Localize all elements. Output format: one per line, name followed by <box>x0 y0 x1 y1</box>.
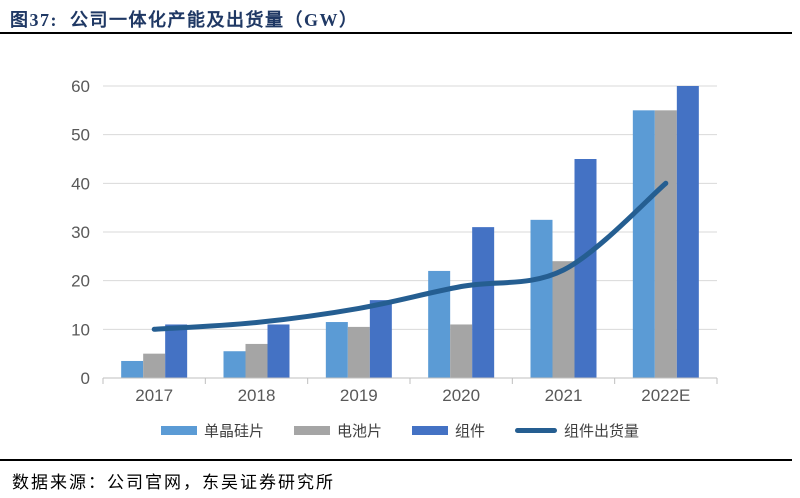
bar-组件-2021 <box>574 159 597 378</box>
x-category-label: 2022E <box>641 386 690 405</box>
y-tick-label: 30 <box>71 223 90 242</box>
y-tick-label: 20 <box>71 272 90 291</box>
bar-组件-2019 <box>369 300 392 378</box>
bar-单晶硅片-2019 <box>325 322 348 378</box>
x-category-label: 2020 <box>442 386 480 405</box>
legend-item-4: 组件出货量 <box>515 420 639 441</box>
title-divider-rule <box>0 32 792 34</box>
source-note: 数据来源：公司官网，东吴证券研究所 <box>12 473 335 492</box>
figure-title: 图37: 公司一体化产能及出货量（GW） <box>10 10 359 30</box>
legend-bar-swatch <box>293 426 330 435</box>
bar-电池片-2022E <box>654 110 677 378</box>
x-category-label: 2021 <box>545 386 583 405</box>
bar-电池片-2020 <box>450 324 473 378</box>
y-tick-label: 10 <box>71 320 90 339</box>
bar-组件-2022E <box>676 86 699 378</box>
bar-单晶硅片-2022E <box>632 110 655 378</box>
legend-label: 组件 <box>455 423 486 440</box>
bar-单晶硅片-2020 <box>428 270 451 378</box>
bar-组件-2017 <box>165 324 188 378</box>
legend-bar-swatch <box>160 426 197 435</box>
line-组件出货量 <box>151 180 669 332</box>
bar-单晶硅片-2018 <box>223 351 246 378</box>
legend-item-3: 组件 <box>412 420 485 441</box>
legend-label: 单晶硅片 <box>203 423 264 440</box>
y-tick-label: 40 <box>71 174 90 193</box>
capacity-shipment-chart: 0 10 20 30 40 50 60 2017 2018 2019 2020 2021 2022E <box>71 77 718 405</box>
chart-legend: 单晶硅片 电池片 组件 组件出货量 <box>0 420 800 441</box>
y-tick-label: 0 <box>81 369 90 388</box>
bar-电池片-2019 <box>347 326 370 378</box>
footer-divider-rule <box>0 459 792 461</box>
bar-电池片-2021 <box>552 261 575 378</box>
x-category-label: 2019 <box>340 386 378 405</box>
legend-label: 组件出货量 <box>564 423 640 440</box>
legend-label: 电池片 <box>336 423 382 440</box>
bar-电池片-2017 <box>143 353 166 378</box>
legend-bar-swatch <box>412 426 448 435</box>
y-tick-label: 60 <box>71 77 90 96</box>
bar-组件-2018 <box>267 324 290 378</box>
legend-item-1: 单晶硅片 <box>160 420 264 441</box>
bar-单晶硅片-2021 <box>530 219 553 378</box>
y-tick-label: 50 <box>71 126 90 145</box>
bar-电池片-2018 <box>245 343 268 378</box>
bar-组件-2020 <box>472 227 495 378</box>
x-category-label: 2017 <box>135 386 173 405</box>
bar-单晶硅片-2017 <box>121 360 144 378</box>
legend-item-2: 电池片 <box>293 420 382 441</box>
legend-line-swatch <box>515 428 558 433</box>
x-category-label: 2018 <box>238 386 276 405</box>
